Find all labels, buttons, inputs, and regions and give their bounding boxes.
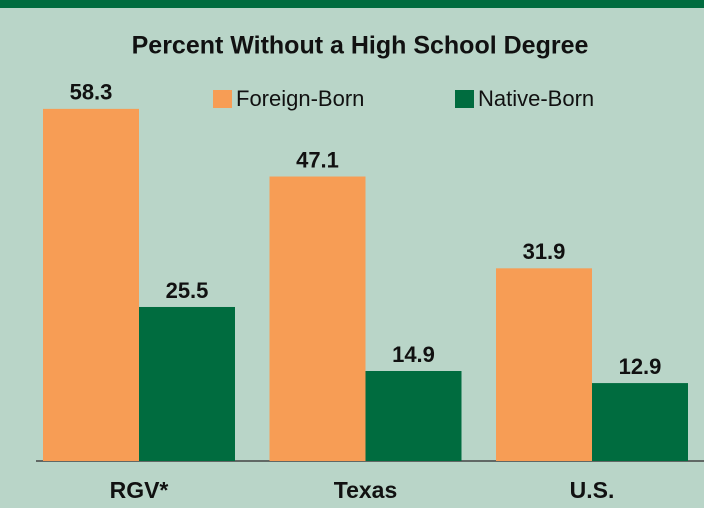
bar — [496, 268, 592, 461]
legend-label: Native-Born — [478, 86, 594, 111]
legend-swatch — [213, 90, 232, 108]
chart-title: Percent Without a High School Degree — [132, 32, 589, 60]
legend-swatch — [455, 90, 474, 108]
legend-label: Foreign-Born — [236, 86, 364, 111]
data-label: 47.1 — [296, 147, 339, 172]
x-tick-label: RGV* — [110, 477, 169, 503]
top-band — [0, 0, 704, 8]
data-label: 12.9 — [619, 354, 662, 379]
bar — [139, 306, 235, 461]
x-tick-label: Texas — [334, 477, 398, 503]
bar — [365, 371, 462, 461]
bar — [269, 176, 366, 462]
bar — [43, 108, 139, 462]
data-label: 14.9 — [392, 342, 435, 367]
bar — [592, 383, 688, 461]
data-label: 25.5 — [166, 278, 209, 303]
data-label: 58.3 — [70, 80, 113, 105]
data-label: 31.9 — [523, 239, 566, 264]
x-tick-label: U.S. — [570, 477, 615, 503]
